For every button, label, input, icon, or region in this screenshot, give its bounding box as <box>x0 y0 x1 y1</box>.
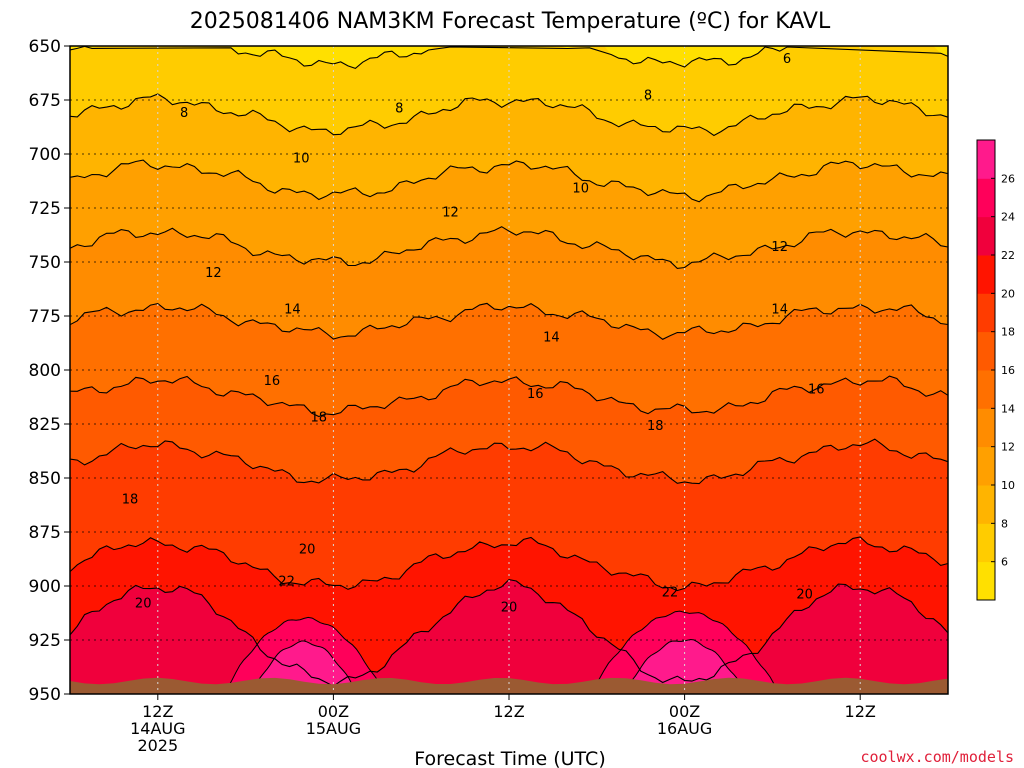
colorbar-swatch <box>977 140 995 179</box>
colorbar-swatch <box>977 485 995 524</box>
x-tick-label: 12Z <box>493 702 524 721</box>
temperature-band-below-8 <box>70 46 948 136</box>
colorbar-swatch <box>977 178 995 218</box>
contour-label: 6 <box>783 52 791 67</box>
contour-label: 8 <box>644 89 652 104</box>
contour-label: 20 <box>135 596 152 611</box>
contour-label: 18 <box>122 493 139 508</box>
isotherm-16 <box>69 375 949 418</box>
colorbar-swatch <box>977 446 995 486</box>
colorbar-tick-label: 20 <box>1001 287 1015 300</box>
y-tick-label: 725 <box>29 199 61 219</box>
chart-title: 2025081406 NAM3KM Forecast Temperature (… <box>190 9 831 34</box>
x-tick-label: 12Z <box>142 702 173 721</box>
contour-label: 18 <box>311 411 328 426</box>
isotherm-6 <box>69 45 949 70</box>
colorbar-swatch <box>977 293 995 333</box>
contour-label: 12 <box>205 266 222 281</box>
isotherm-12 <box>69 226 949 269</box>
contour-label: 22 <box>278 575 295 590</box>
contour-label: 22 <box>662 586 679 601</box>
contour-label: 20 <box>299 542 316 557</box>
contour-label: 10 <box>572 182 589 197</box>
x-tick-label: 00Z <box>669 702 700 721</box>
colorbar-swatch <box>977 331 995 371</box>
contour-label: 8 <box>395 102 403 117</box>
contour-label: 14 <box>771 303 788 318</box>
y-tick-label: 675 <box>29 91 61 111</box>
colorbar-swatch <box>977 216 995 256</box>
contour-label: 12 <box>771 240 788 255</box>
terrain <box>70 677 948 694</box>
colorbar-swatch <box>977 255 995 294</box>
colorbar-swatch <box>977 561 995 601</box>
y-axis: 650 675 700 725 750 775 800 825 850 875 900 925 950 <box>29 37 70 705</box>
y-tick-label: 875 <box>29 523 61 543</box>
x-tick-label: 14AUG <box>130 719 185 738</box>
contour-label: 18 <box>647 419 664 434</box>
colorbar-tick-label: 8 <box>1001 517 1008 530</box>
x-tick-label: 2025 <box>137 736 178 755</box>
temperature-band-below-6 <box>70 46 948 69</box>
y-tick-label: 925 <box>29 631 61 651</box>
colorbar-tick-label: 24 <box>1001 211 1015 224</box>
colorbar-tick-label: 18 <box>1001 326 1015 339</box>
isotherm-14 <box>69 302 949 340</box>
colorbar-tick-label: 6 <box>1001 556 1008 569</box>
isotherm-8 <box>69 93 949 137</box>
contour-label: 14 <box>284 303 301 318</box>
colorbar-tick-label: 10 <box>1001 479 1015 492</box>
y-tick-label: 850 <box>29 469 61 489</box>
x-tick-label: 00Z <box>318 702 349 721</box>
x-axis-label: Forecast Time (UTC) <box>414 748 605 768</box>
x-tick-label: 12Z <box>845 702 876 721</box>
isotherm-10 <box>69 159 949 203</box>
x-tick-label: 15AUG <box>306 719 361 738</box>
contour-label: 16 <box>808 382 825 397</box>
colorbar-tick-label: 12 <box>1001 441 1015 454</box>
colorbar-tick-label: 14 <box>1001 402 1015 415</box>
y-tick-label: 950 <box>29 685 61 705</box>
y-tick-label: 900 <box>29 577 61 597</box>
y-tick-label: 800 <box>29 361 61 381</box>
colorbar-swatch <box>977 370 995 409</box>
y-tick-label: 650 <box>29 37 61 57</box>
colorbar-tick-label: 16 <box>1001 364 1015 377</box>
contour-label: 16 <box>527 387 544 402</box>
contour-label: 16 <box>264 374 281 389</box>
colorbar: 6 8 10 12 14 16 18 20 22 24 26 <box>976 139 1015 601</box>
contour-label: 10 <box>293 151 310 166</box>
isotherm-22 <box>69 579 949 687</box>
contour-label: 8 <box>180 106 188 121</box>
y-tick-label: 700 <box>29 145 61 165</box>
colorbar-tick-label: 26 <box>1001 172 1015 185</box>
contour-label: 14 <box>543 331 560 346</box>
x-tick-label: 16AUG <box>657 719 712 738</box>
colorbar-swatch <box>977 523 995 563</box>
colorbar-tick-label: 22 <box>1001 249 1015 262</box>
plot-area: 6 8 8 8 10 10 12 12 12 14 14 14 16 16 16 18 18 18 20 20 20 20… <box>69 45 949 695</box>
contour-label: 20 <box>501 601 518 616</box>
contour-label: 20 <box>796 588 813 603</box>
y-tick-label: 825 <box>29 415 61 435</box>
credit-text: coolwx.com/models <box>860 748 1014 766</box>
y-tick-label: 775 <box>29 307 61 327</box>
y-tick-label: 750 <box>29 253 61 273</box>
contour-label: 12 <box>442 205 459 220</box>
colorbar-swatch <box>977 408 995 448</box>
